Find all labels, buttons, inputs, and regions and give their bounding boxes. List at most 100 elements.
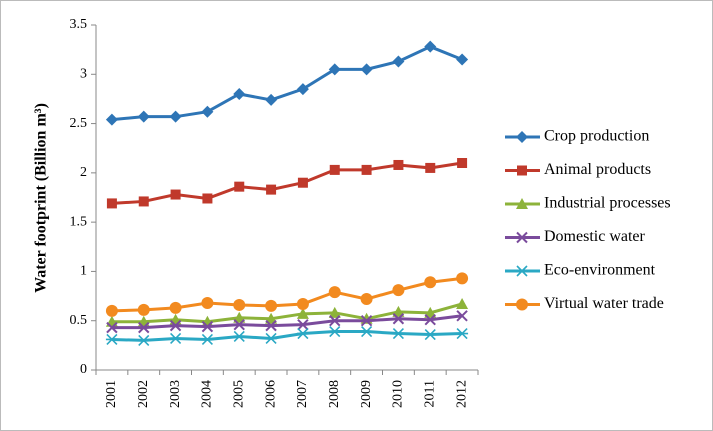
marker (296, 307, 309, 319)
x-tick-label: 2004 (200, 380, 215, 408)
marker (516, 198, 528, 209)
x-tick-label: 2010 (391, 380, 406, 408)
marker (233, 88, 246, 100)
y-tick-label: 0 (80, 362, 87, 377)
marker (424, 328, 437, 341)
marker (329, 315, 341, 327)
marker (392, 305, 405, 317)
x-tick-label: 2012 (454, 380, 469, 408)
marker (137, 334, 150, 346)
legend-label: Animal products (544, 161, 651, 178)
marker (138, 321, 150, 334)
marker (106, 198, 117, 209)
x-tick-label: 2008 (327, 380, 342, 408)
marker (105, 113, 118, 126)
marker (265, 299, 278, 312)
marker (329, 164, 340, 175)
y-tick-label: 1.5 (70, 214, 88, 229)
marker (456, 297, 469, 309)
x-tick-label: 2007 (295, 380, 310, 408)
marker (393, 159, 404, 170)
marker (328, 286, 341, 299)
marker (266, 184, 277, 195)
legend-label: Eco-environment (544, 262, 656, 279)
marker (296, 83, 309, 96)
y-tick-label: 0.5 (70, 313, 88, 328)
marker (328, 325, 341, 338)
marker (424, 276, 437, 289)
marker (516, 131, 528, 143)
marker (516, 298, 528, 311)
marker (137, 303, 150, 316)
series-line (111, 302, 463, 324)
x-tick-label: 2011 (422, 380, 437, 407)
marker (137, 110, 150, 123)
series-line (111, 161, 463, 205)
marker (425, 162, 436, 173)
marker (296, 297, 309, 310)
legend-label: Domestic water (544, 228, 646, 245)
marker (360, 293, 373, 306)
marker (328, 306, 341, 318)
y-tick-label: 1 (80, 264, 87, 279)
x-tick-label: 2005 (231, 380, 246, 408)
legend-label: Virtual water trade (544, 295, 664, 312)
marker (456, 327, 469, 340)
marker (392, 313, 405, 325)
x-tick-label: 2006 (263, 380, 278, 408)
marker (328, 63, 341, 76)
marker (265, 312, 278, 324)
marker (360, 63, 373, 76)
marker (201, 333, 214, 346)
marker (456, 310, 468, 322)
marker (456, 272, 469, 285)
x-tick-label: 2003 (168, 380, 183, 408)
marker (516, 231, 528, 244)
marker (361, 164, 372, 175)
marker (105, 333, 118, 346)
marker (265, 332, 278, 345)
marker (233, 330, 246, 343)
marker (233, 318, 245, 331)
marker (424, 40, 437, 53)
marker (106, 321, 118, 334)
marker (105, 304, 118, 317)
legend-label: Industrial processes (544, 195, 671, 212)
y-tick-label: 3.5 (70, 17, 88, 32)
x-tick-label: 2002 (136, 380, 151, 408)
y-tick-label: 2 (80, 165, 87, 180)
marker (265, 319, 277, 332)
marker (201, 296, 214, 309)
marker (392, 284, 405, 297)
marker (456, 53, 469, 66)
marker (517, 165, 527, 176)
marker (233, 311, 246, 323)
marker (297, 318, 309, 331)
marker (201, 320, 214, 333)
marker (265, 93, 278, 106)
marker (169, 319, 182, 332)
marker (296, 327, 309, 340)
marker (201, 105, 214, 118)
marker (424, 314, 436, 326)
marker (360, 315, 373, 327)
y-tick-label: 3 (80, 67, 87, 82)
series-line (111, 314, 463, 330)
x-tick-label: 2009 (359, 380, 374, 408)
marker (202, 193, 213, 204)
marker (233, 298, 246, 311)
marker (360, 325, 373, 338)
x-tick-label: 2001 (104, 380, 119, 408)
marker (234, 181, 245, 192)
marker (516, 265, 528, 277)
marker (392, 55, 405, 68)
marker (169, 110, 182, 123)
marker (392, 327, 405, 340)
marker (457, 158, 468, 168)
marker (138, 196, 149, 207)
legend-label: Crop production (544, 128, 649, 145)
y-axis-label: Water footprint (Billion m³) (33, 103, 50, 293)
marker (297, 177, 308, 188)
